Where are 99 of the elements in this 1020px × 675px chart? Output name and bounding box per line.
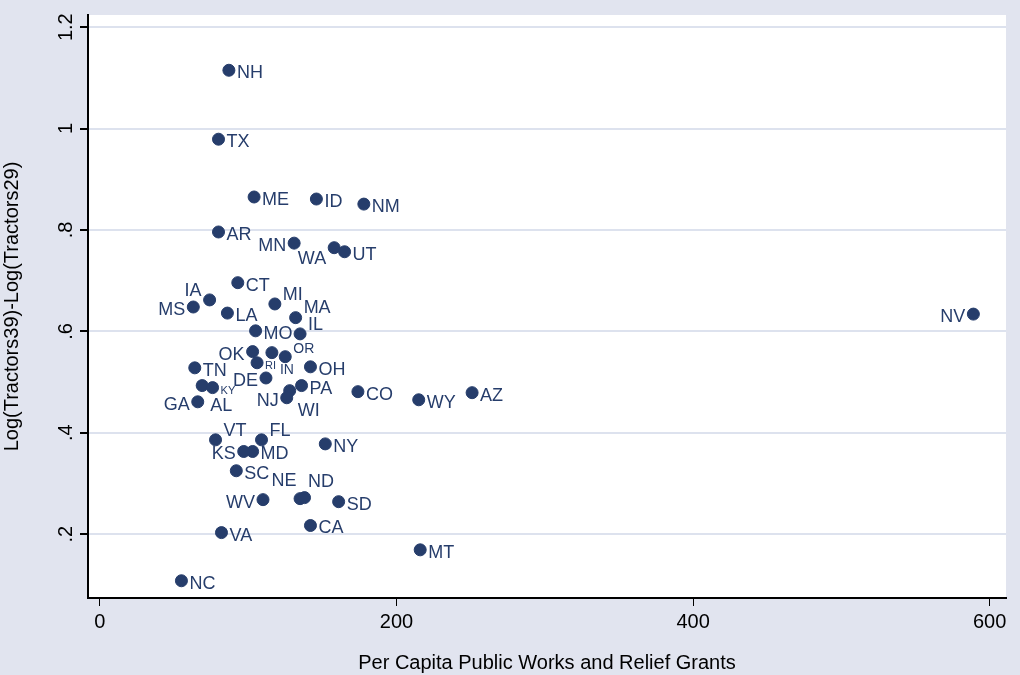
data-label: TX <box>226 131 250 152</box>
point <box>309 192 323 206</box>
point <box>265 346 279 360</box>
point <box>280 391 294 405</box>
point <box>303 519 317 533</box>
data-label: WA <box>297 247 327 268</box>
data-label: SD <box>346 493 372 514</box>
point <box>278 350 292 364</box>
point <box>259 371 273 385</box>
data-label: NM <box>371 196 400 217</box>
point <box>289 311 303 325</box>
point <box>209 433 223 447</box>
data-label: LA <box>235 305 258 326</box>
data-label: UT <box>352 243 377 264</box>
y-tick-label: 1 <box>53 123 76 135</box>
data-label: WY <box>426 391 456 412</box>
point <box>191 395 205 409</box>
point <box>212 132 226 146</box>
data-label: SC <box>244 462 270 483</box>
data-label: MO <box>263 322 293 343</box>
y-tick-label: .2 <box>53 525 76 543</box>
x-tick-label: 0 <box>94 609 106 632</box>
data-label: NE <box>271 470 297 491</box>
point <box>318 437 332 451</box>
point <box>206 381 220 395</box>
y-tick-label: .4 <box>53 424 76 442</box>
point <box>332 495 346 509</box>
x-tick-label: 600 <box>973 609 1007 632</box>
y-tick-label: .6 <box>53 323 76 340</box>
point <box>231 276 245 290</box>
data-label: WI <box>297 400 320 421</box>
data-label: IA <box>184 279 202 300</box>
point <box>229 464 243 478</box>
point <box>250 356 264 370</box>
data-label: ID <box>324 190 343 211</box>
data-label: KS <box>211 443 236 464</box>
data-label: NC <box>189 572 216 593</box>
data-label: AR <box>226 223 252 244</box>
point <box>203 293 217 307</box>
point <box>195 379 209 393</box>
point <box>298 491 312 505</box>
y-axis-title: Log(Tractors39)-Log(Tractors29) <box>0 161 22 452</box>
data-label: NY <box>333 435 359 456</box>
x-tick-label: 200 <box>379 609 414 632</box>
point <box>214 526 228 540</box>
point <box>413 543 427 557</box>
x-tick-label: 400 <box>676 609 710 632</box>
point <box>186 300 200 314</box>
point <box>268 297 282 311</box>
point <box>966 307 980 321</box>
data-label: ME <box>262 188 290 209</box>
data-label: VA <box>229 524 253 545</box>
data-label: RI <box>265 358 277 371</box>
point <box>188 361 202 375</box>
data-label: OR <box>293 339 315 356</box>
data-label: AL <box>210 394 233 415</box>
point <box>357 197 371 211</box>
point <box>295 379 309 393</box>
data-label: MN <box>258 235 287 256</box>
point <box>338 245 352 259</box>
point <box>465 386 479 400</box>
point <box>247 190 261 204</box>
y-tick-label: .8 <box>53 221 76 239</box>
data-label: MI <box>282 283 303 304</box>
data-label: OH <box>318 358 346 379</box>
data-label: MD <box>260 443 289 464</box>
data-label: WV <box>226 491 255 512</box>
point <box>327 241 341 255</box>
data-label: NH <box>236 62 263 83</box>
point <box>293 327 307 341</box>
point <box>351 385 365 399</box>
data-label: MS <box>158 298 186 319</box>
point <box>249 324 263 338</box>
point <box>220 306 234 320</box>
data-label: VT <box>223 419 247 440</box>
point <box>222 63 236 77</box>
data-label: ND <box>308 471 335 492</box>
point <box>174 574 188 588</box>
data-label: FL <box>269 419 291 440</box>
point <box>212 225 226 239</box>
x-axis-title: Per Capita Public Works and Relief Grants <box>358 650 736 673</box>
data-label: GA <box>163 393 190 414</box>
y-tick-label: 1.2 <box>53 13 76 42</box>
data-label: CT <box>245 274 270 295</box>
point <box>255 433 269 447</box>
point <box>412 393 426 407</box>
point <box>256 493 270 507</box>
data-label: MT <box>428 541 455 562</box>
point <box>287 236 301 250</box>
point <box>246 345 260 359</box>
data-label: NV <box>940 306 966 327</box>
data-label: NJ <box>256 389 279 410</box>
data-label: IN <box>279 360 294 377</box>
point <box>303 360 317 374</box>
data-label: AZ <box>480 384 504 405</box>
data-label: CO <box>365 383 393 404</box>
data-label: CA <box>318 517 344 538</box>
point <box>237 444 251 458</box>
data-label: PA <box>309 377 333 398</box>
